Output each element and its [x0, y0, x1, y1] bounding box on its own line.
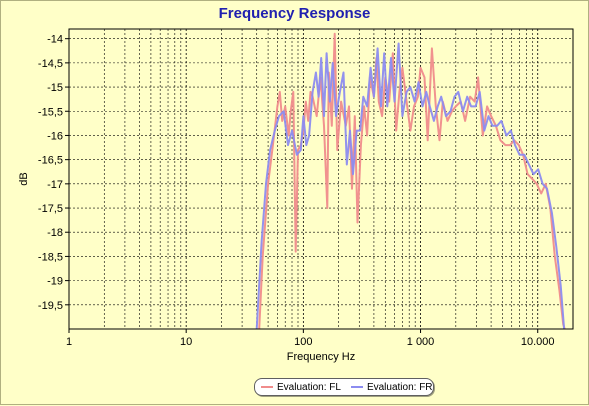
legend-item-fl: Evaluation: FL: [261, 382, 341, 393]
legend-swatch-fr: [350, 386, 363, 388]
legend-item-fr: Evaluation: FR: [350, 381, 433, 393]
x-tick-label: 1: [66, 336, 72, 348]
y-tick-label: -16,5: [38, 155, 63, 167]
plot-border: [68, 28, 574, 330]
y-axis-label: dB: [18, 172, 30, 185]
x-tick-label: 1 000: [407, 336, 435, 348]
chart-title: Frequency Response: [218, 5, 371, 22]
y-tick-label: -14,5: [38, 58, 63, 70]
y-tick-label: -18,5: [38, 251, 63, 263]
x-axis-label: Frequency Hz: [287, 351, 355, 363]
x-tick-label: 10.000: [521, 336, 555, 348]
legend-label-fr: Evaluation: FR: [366, 381, 433, 393]
y-tick-label: -17: [47, 179, 63, 191]
y-tick-label: -19: [47, 276, 63, 288]
x-tick-label: 100: [294, 336, 312, 348]
series-line-fr: [255, 42, 566, 330]
x-tick-label: 10: [180, 336, 192, 348]
y-tick-label: -15: [47, 82, 63, 94]
chart-legend: Evaluation: FL Evaluation: FR: [254, 378, 434, 396]
y-tick-label: -14: [47, 34, 63, 46]
y-tick-label: -15,5: [38, 106, 63, 118]
legend-label-fl: Evaluation: FL: [277, 381, 341, 393]
legend-swatch-fl: [261, 386, 273, 388]
y-tick-label: -18: [47, 227, 63, 239]
y-tick-label: -19,5: [38, 300, 63, 312]
y-tick-label: -17,5: [38, 203, 63, 215]
y-tick-label: -16: [47, 130, 63, 142]
